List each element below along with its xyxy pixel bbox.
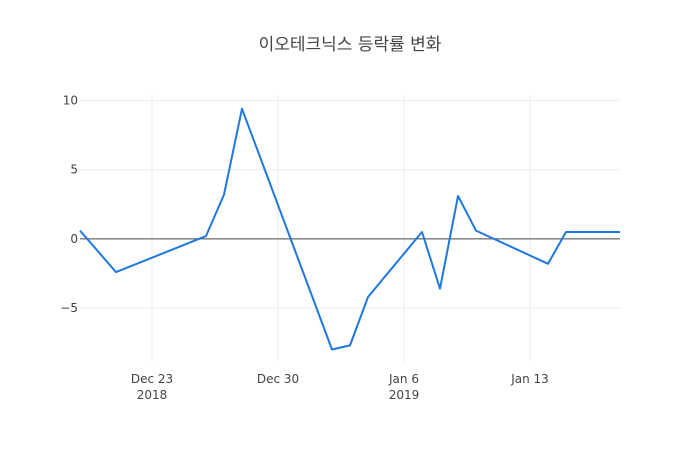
axes: 10 5 0 −5 Dec 23 2018 Dec 30 Jan 6 2019 Jan 13 bbox=[60, 94, 620, 402]
x-tick-label: Dec 23 bbox=[131, 372, 173, 386]
chart-title: 이오테크닉스 등락률 변화 bbox=[259, 35, 442, 55]
y-tick-label: 10 bbox=[63, 94, 78, 108]
x-tick-label: Dec 30 bbox=[257, 372, 299, 386]
x-tick-label: Jan 6 bbox=[388, 372, 419, 386]
y-tick-label: −5 bbox=[60, 301, 78, 315]
series-line bbox=[79, 107, 620, 351]
y-tick-label: 0 bbox=[70, 232, 78, 246]
x-tick-year-label: 2019 bbox=[389, 388, 420, 402]
plot-area: 10 5 0 −5 Dec 23 2018 Dec 30 Jan 6 2019 Jan 13 bbox=[60, 94, 620, 402]
y-tick-label: 5 bbox=[70, 163, 78, 177]
x-tick-label: Jan 13 bbox=[510, 372, 549, 386]
series-layer bbox=[79, 107, 620, 351]
gridlines bbox=[80, 95, 620, 362]
x-tick-year-label: 2018 bbox=[137, 388, 168, 402]
